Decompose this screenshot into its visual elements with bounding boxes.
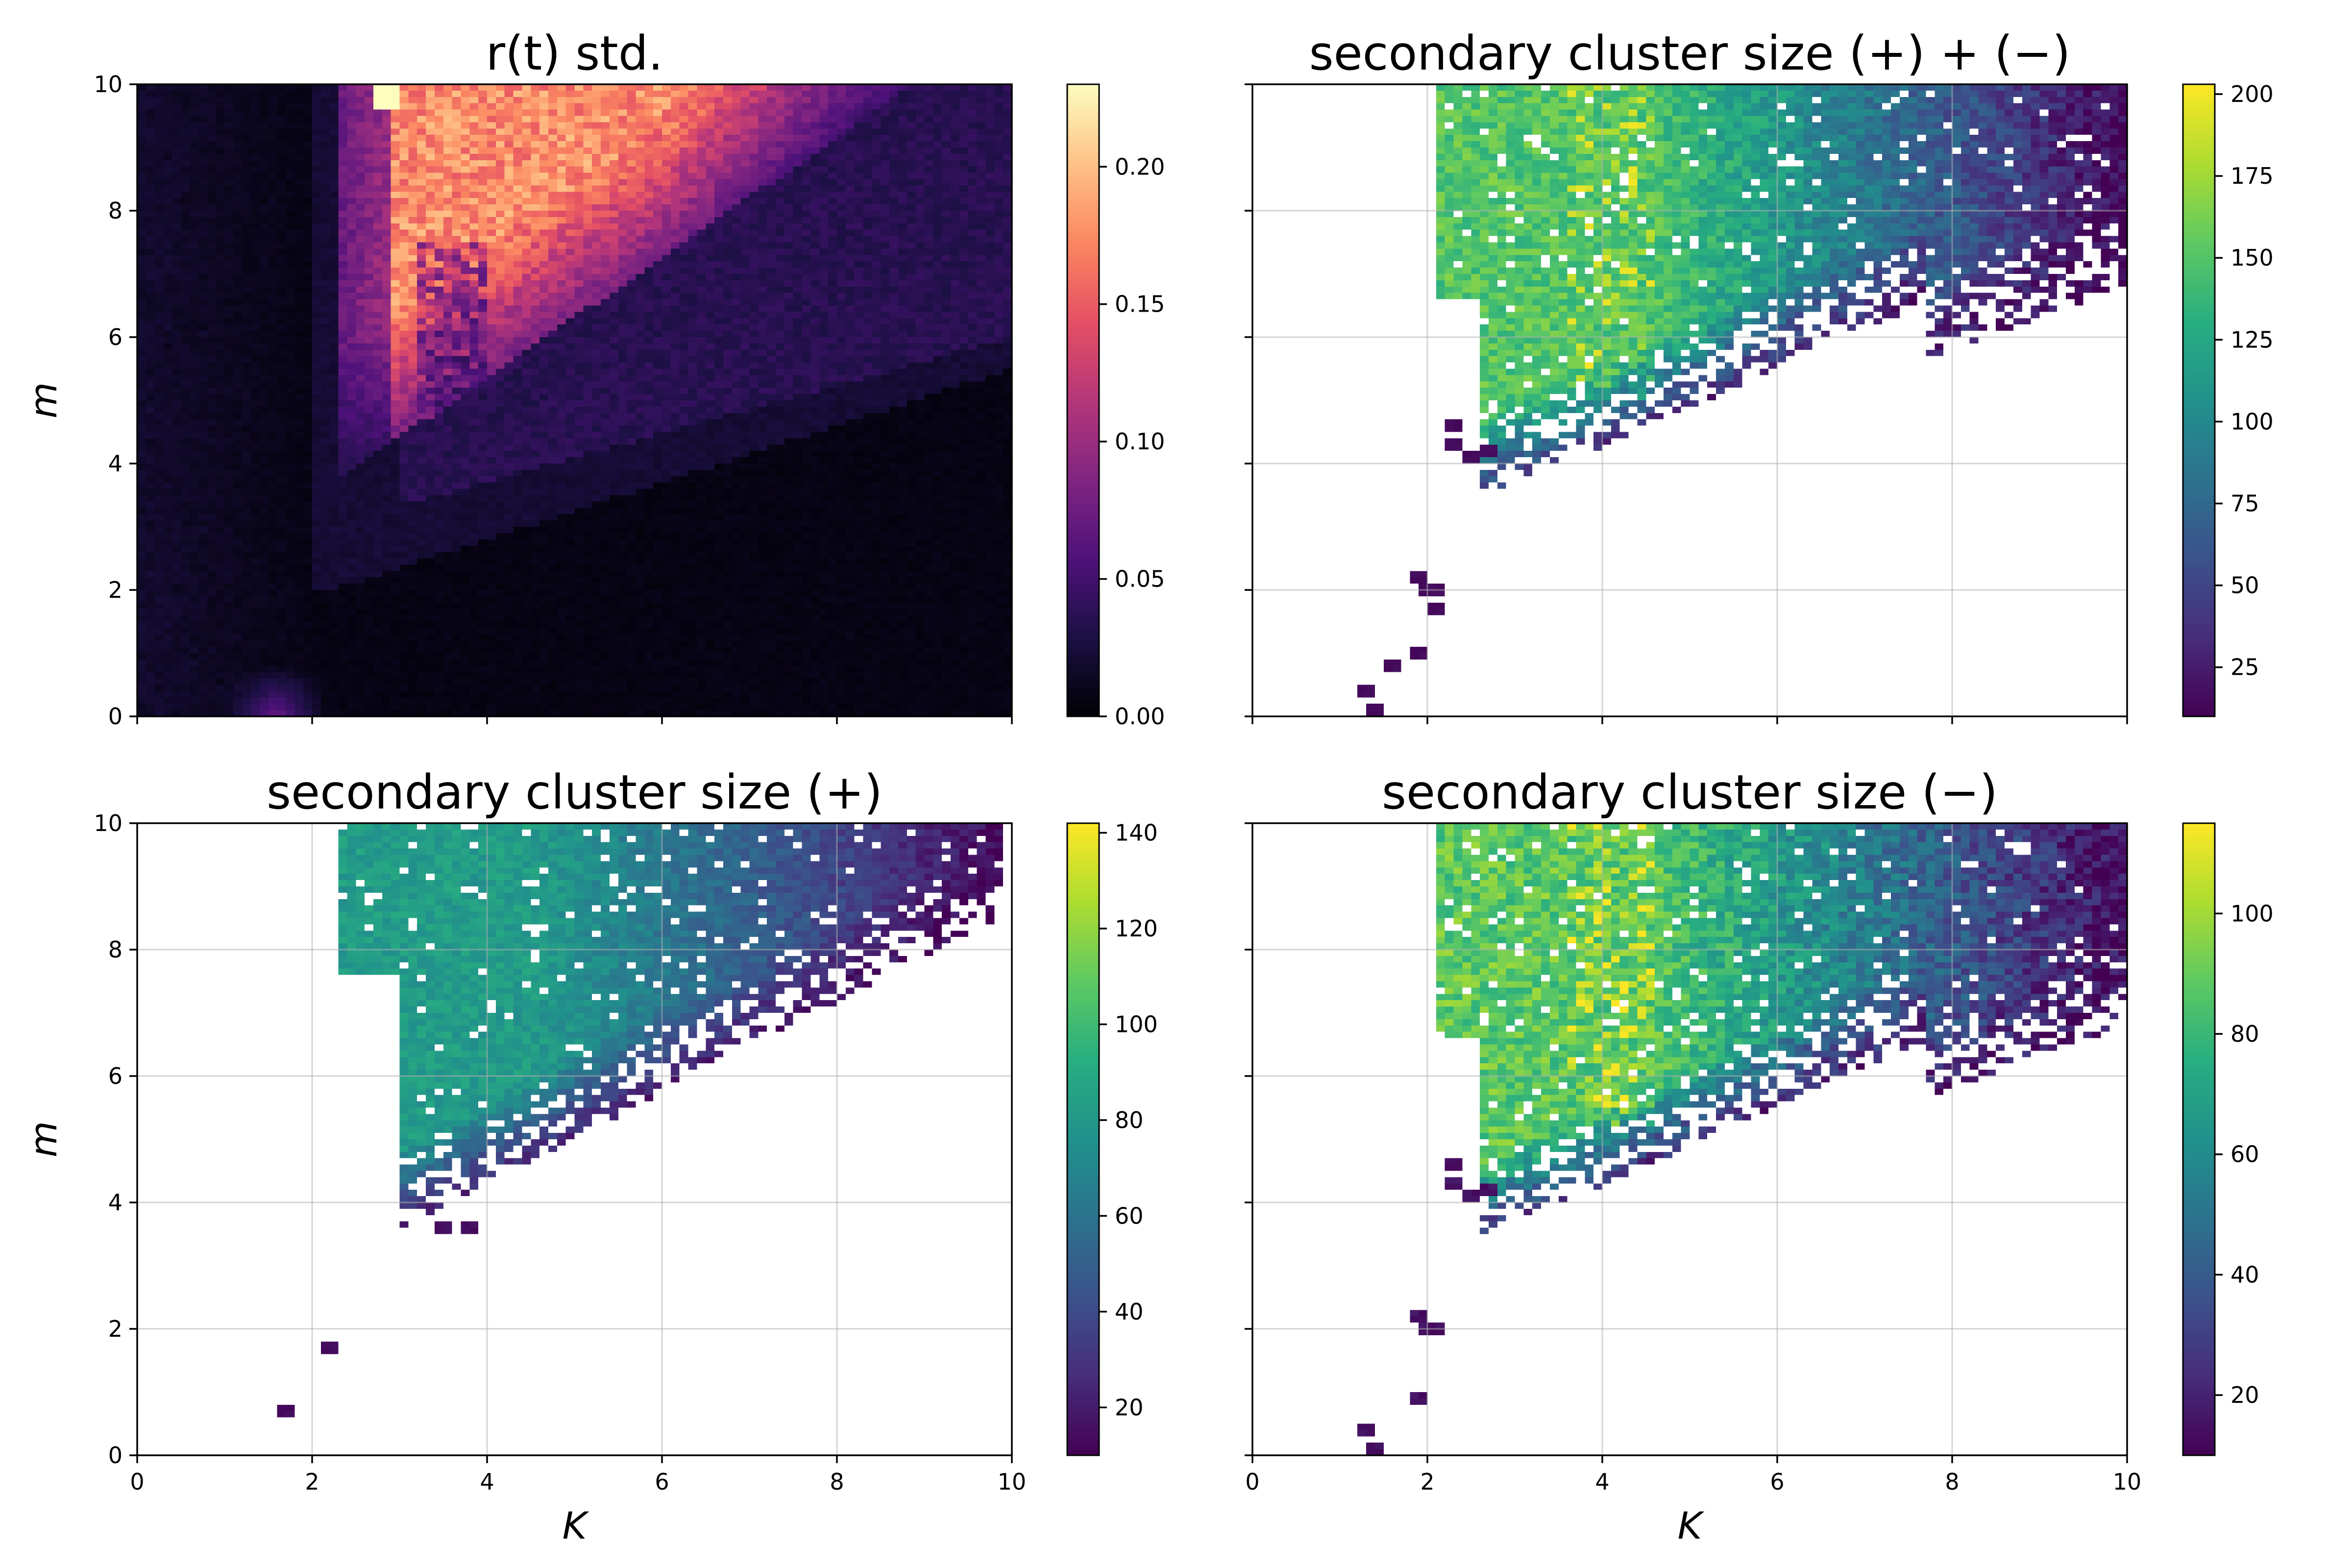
colorbar-tick-label: 140 (1115, 820, 1158, 846)
x-tick-label: 8 (1945, 1469, 1959, 1495)
y-tick-label: 4 (108, 1189, 122, 1216)
y-tick-label: 10 (94, 71, 122, 98)
y-axis-label: m (22, 1121, 65, 1157)
colorbar-tick-label: 125 (2230, 326, 2274, 353)
colorbar-tick-label: 100 (2230, 900, 2274, 927)
x-tick-label: 6 (1770, 1469, 1784, 1495)
y-tick-label: 10 (94, 810, 122, 836)
heatmap-cells (1252, 823, 2127, 1455)
y-tick-label: 2 (108, 1316, 122, 1342)
heatmap-cells (137, 823, 1012, 1455)
panel-4: 0 2 4 6 8 10 secondary cluster size (−) K 20 40 60… (1245, 765, 2274, 1547)
y-tick-label: 8 (108, 936, 122, 963)
x-tick-label: 2 (1420, 1469, 1434, 1495)
panel-1: 0 2 4 6 8 10 r(t) std. m 0.00 0.05 0.10 0.15 0.20 (22, 26, 1165, 730)
colorbar-tick-label: 80 (2230, 1021, 2259, 1047)
colorbar-tick-label: 25 (2230, 654, 2259, 681)
axes-frame (136, 83, 1013, 717)
colorbar-tick-label: 60 (1115, 1202, 1144, 1229)
x-axis-label: K (1678, 1504, 1705, 1547)
colorbar-gradient (1066, 83, 1100, 717)
panel-title: secondary cluster size (+) + (−) (1309, 26, 2071, 81)
colorbar-tick-label: 80 (1115, 1107, 1144, 1133)
colorbar-tick-label: 50 (2230, 572, 2259, 599)
colorbar-tick-label: 150 (2230, 245, 2274, 271)
colorbar-tick-label: 175 (2230, 163, 2274, 189)
colorbar-tick-label: 60 (2230, 1141, 2259, 1168)
y-tick-label: 6 (108, 324, 122, 350)
colorbar: 20 40 60 80 100 (2182, 822, 2274, 1456)
y-tick-label: 8 (108, 197, 122, 224)
x-axis-label: K (563, 1504, 589, 1547)
colorbar-tick-label: 120 (1115, 915, 1158, 942)
panel-title: r(t) std. (486, 26, 663, 81)
x-tick-label: 2 (305, 1469, 319, 1495)
colorbar-gradient (2182, 822, 2216, 1456)
colorbar: 25 50 75 100 125 150 175 200 (2182, 81, 2274, 717)
x-tick-label: 4 (1595, 1469, 1609, 1495)
y-tick-label: 0 (108, 1442, 122, 1469)
colorbar-tick-label: 40 (1115, 1298, 1144, 1325)
panel-title: secondary cluster size (−) (1382, 765, 1998, 820)
colorbar-tick-label: 200 (2230, 81, 2274, 107)
colorbar-tick-label: 0.05 (1115, 566, 1165, 592)
colorbar-tick-label: 0.00 (1115, 703, 1165, 730)
y-axis-label: m (22, 382, 65, 418)
colorbar-tick-label: 0.15 (1115, 291, 1165, 318)
x-tick-label: 10 (2113, 1469, 2142, 1495)
x-tick-label: 8 (830, 1469, 844, 1495)
colorbar-tick-label: 0.20 (1115, 153, 1165, 180)
y-tick-label: 6 (108, 1063, 122, 1089)
y-tick-label: 2 (108, 577, 122, 603)
panel-2: secondary cluster size (+) + (−) 25 50 75 10… (1245, 26, 2274, 724)
y-tick-label: 0 (108, 703, 122, 730)
colorbar-tick-label: 100 (2230, 408, 2274, 435)
colorbar-tick-label: 75 (2230, 490, 2259, 517)
axes-frame (136, 822, 1013, 1456)
panel-title: secondary cluster size (+) (267, 765, 882, 820)
axes-frame (1251, 83, 2128, 717)
x-tick-label: 10 (998, 1469, 1027, 1495)
colorbar-tick-label: 40 (2230, 1261, 2259, 1288)
heatmap-cells (1252, 84, 2127, 716)
colorbar: 20 40 60 80 100 120 140 (1066, 820, 1158, 1456)
colorbar-tick-label: 20 (1115, 1394, 1144, 1421)
colorbar-tick-label: 0.10 (1115, 428, 1165, 455)
colorbar: 0.00 0.05 0.10 0.15 0.20 (1066, 83, 1165, 730)
x-tick-label: 6 (655, 1469, 669, 1495)
y-tick-label: 4 (108, 450, 122, 477)
colorbar-tick-label: 20 (2230, 1382, 2259, 1408)
x-tick-label: 0 (130, 1469, 144, 1495)
heatmap-cells (137, 84, 1012, 716)
colorbar-gradient (2182, 83, 2216, 717)
colorbar-gradient (1066, 822, 1100, 1456)
x-tick-label: 0 (1245, 1469, 1259, 1495)
x-tick-label: 4 (480, 1469, 494, 1495)
axes-frame (1251, 822, 2128, 1456)
colorbar-tick-label: 100 (1115, 1011, 1158, 1037)
